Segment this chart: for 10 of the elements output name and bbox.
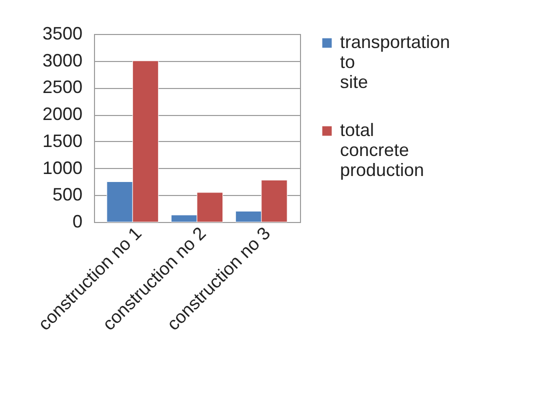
legend-label: total concrete production bbox=[340, 120, 424, 180]
y-tick-label: 3000 bbox=[42, 50, 82, 70]
y-tick-label: 1000 bbox=[42, 158, 82, 178]
legend-label: transportation to site bbox=[340, 32, 450, 92]
y-tick-label: 1500 bbox=[42, 130, 82, 151]
y-tick-label: 0 bbox=[72, 212, 82, 232]
y-tick-label: 2500 bbox=[42, 77, 82, 98]
y-tick-label: 2000 bbox=[42, 104, 82, 124]
y-tick-label: 3500 bbox=[42, 24, 82, 44]
y-tick-label: 500 bbox=[52, 184, 82, 205]
